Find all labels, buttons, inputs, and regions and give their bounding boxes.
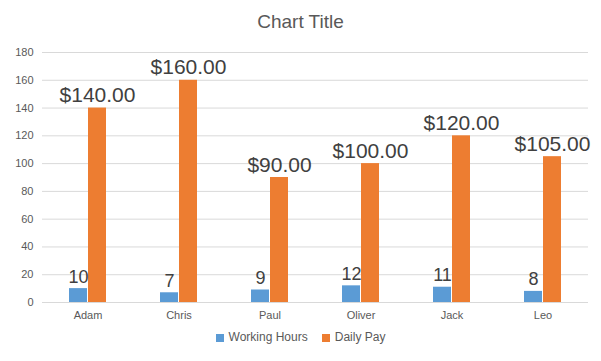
svg-text:$105.00: $105.00 [515,132,591,155]
html-text:Chart Title: Chart Title [257,11,344,32]
svg-text:140: 140 [15,102,33,114]
svg-text:60: 60 [21,213,33,225]
svg-text:$120.00: $120.00 [424,111,500,134]
svg-text:80: 80 [21,185,33,197]
svg-text:Chris: Chris [166,309,192,321]
svg-text:Oliver: Oliver [347,309,376,321]
svg-text:11: 11 [433,265,452,285]
svg-text:Jack: Jack [441,309,464,321]
svg-text:$160.00: $160.00 [151,55,227,78]
svg-text:10: 10 [68,267,88,287]
svg-text:40: 40 [21,240,33,252]
svg-text:Paul: Paul [259,309,281,321]
svg-text:20: 20 [21,268,33,280]
svg-text:$140.00: $140.00 [60,83,136,106]
svg-text:0: 0 [27,296,33,308]
html-text:Daily Pay: Daily Pay [334,330,386,344]
svg-text:160: 160 [15,74,33,86]
svg-text:12: 12 [341,264,361,284]
svg-text:8: 8 [528,269,538,289]
svg-text:100: 100 [15,157,33,169]
svg-text:Adam: Adam [74,309,103,321]
svg-text:Leo: Leo [534,309,552,321]
svg-text:$100.00: $100.00 [333,139,409,162]
svg-text:180: 180 [15,46,33,58]
html-text:Working Hours: Working Hours [228,330,308,344]
svg-text:$90.00: $90.00 [247,153,311,176]
svg-text:120: 120 [15,129,33,141]
svg-text:7: 7 [164,271,174,291]
svg-text:9: 9 [255,268,265,288]
